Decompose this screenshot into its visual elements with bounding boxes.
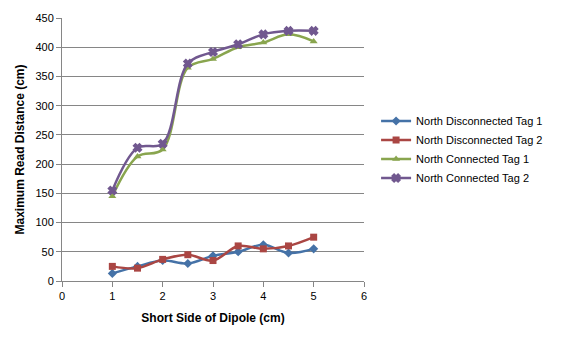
svg-text:1: 1 (109, 290, 115, 302)
svg-text:4: 4 (260, 290, 266, 302)
svg-text:North Disconnected Tag 1: North Disconnected Tag 1 (416, 115, 542, 127)
svg-text:North Disconnected Tag 2: North Disconnected Tag 2 (416, 134, 542, 146)
svg-text:6: 6 (361, 290, 367, 302)
svg-text:0: 0 (48, 275, 54, 287)
svg-text:Maximum Read Distance (cm): Maximum Read Distance (cm) (13, 64, 27, 234)
svg-text:0: 0 (59, 290, 65, 302)
svg-text:250: 250 (35, 129, 53, 141)
svg-text:300: 300 (35, 100, 53, 112)
svg-text:50: 50 (42, 246, 54, 258)
svg-text:100: 100 (35, 216, 53, 228)
svg-text:2: 2 (160, 290, 166, 302)
svg-text:350: 350 (35, 70, 53, 82)
svg-text:North Connected Tag 1: North Connected Tag 1 (416, 153, 529, 165)
svg-text:200: 200 (35, 158, 53, 170)
svg-text:400: 400 (35, 41, 53, 53)
svg-text:Short Side of Dipole (cm): Short Side of Dipole (cm) (141, 311, 284, 325)
svg-text:North Connected Tag 2: North Connected Tag 2 (416, 172, 529, 184)
svg-text:450: 450 (35, 12, 53, 24)
svg-text:150: 150 (35, 187, 53, 199)
svg-text:3: 3 (210, 290, 216, 302)
svg-text:5: 5 (311, 290, 317, 302)
